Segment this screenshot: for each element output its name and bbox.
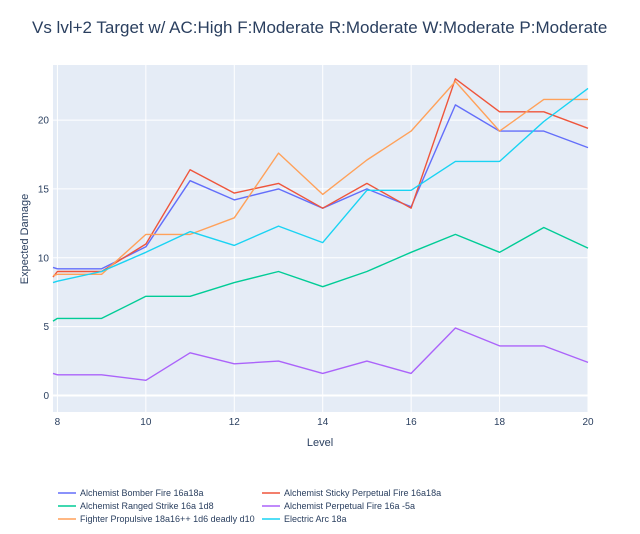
- y-tick-label: 15: [38, 184, 50, 195]
- legend-label: Fighter Propulsive 18a16++ 1d6 deadly d1…: [80, 514, 255, 524]
- legend-label: Alchemist Bomber Fire 16a18a: [80, 488, 204, 498]
- y-tick-label: 10: [38, 253, 50, 264]
- x-tick-label: 16: [406, 417, 418, 428]
- x-tick-label: 10: [140, 417, 152, 428]
- x-tick-label: 20: [582, 417, 594, 428]
- series-line-1: [52, 104, 589, 270]
- legend-label: Alchemist Ranged Strike 16a 1d8: [80, 501, 214, 511]
- series-line-6: [52, 87, 589, 284]
- y-tick-label: 5: [43, 322, 49, 333]
- x-axis-title: Level: [307, 437, 333, 449]
- series-line-4: [52, 327, 589, 381]
- y-axis-title: Expected Damage: [19, 194, 31, 285]
- series-line-3: [52, 226, 589, 322]
- series-lines: [52, 78, 589, 381]
- legend: Alchemist Bomber Fire 16a18a Alchemist St…: [58, 488, 441, 524]
- legend-label: Alchemist Perpetual Fire 16a -5a: [284, 501, 415, 511]
- y-tick-label: 0: [43, 391, 49, 402]
- chart-title: Vs lvl+2 Target w/ AC:High F:Moderate R:…: [32, 18, 607, 37]
- plot-area: [53, 65, 588, 412]
- legend-label: Alchemist Sticky Perpetual Fire 16a18a: [284, 488, 441, 498]
- x-tick-label: 12: [229, 417, 241, 428]
- x-tick-label: 14: [317, 417, 329, 428]
- legend-label: Electric Arc 18a: [284, 514, 347, 524]
- y-tick-label: 20: [38, 116, 50, 127]
- x-tick-label: 18: [494, 417, 506, 428]
- grid-lines: [53, 65, 589, 412]
- axis-ticks: 8 10 12 14 16 18 20 0 5 10 15 20: [38, 116, 594, 428]
- x-tick-label: 8: [55, 417, 61, 428]
